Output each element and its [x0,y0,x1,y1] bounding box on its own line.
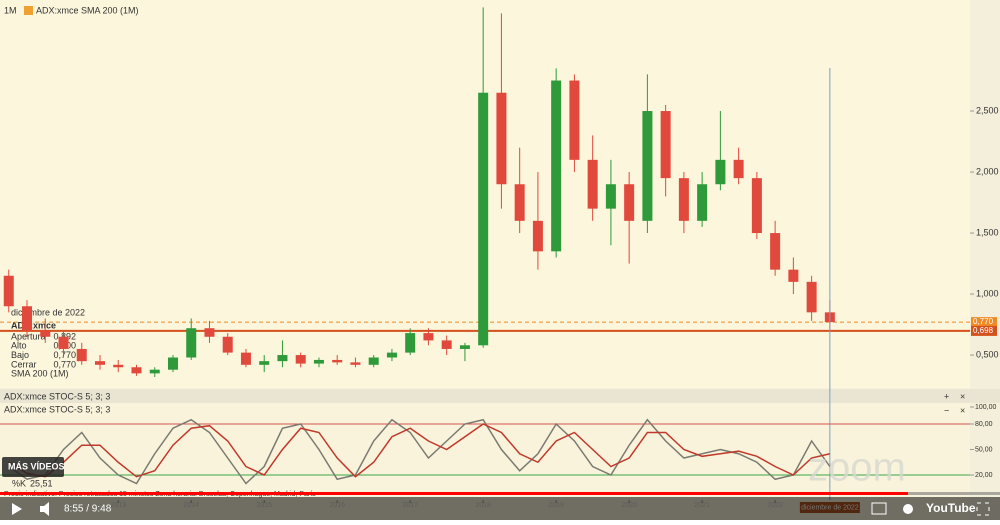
candle-body [569,80,580,160]
candle-body [551,80,562,252]
price-label: 0,698 [973,326,994,335]
settings-button[interactable] [903,504,913,514]
candle-body [22,306,33,331]
tooltip-value: 0,770 [53,350,76,360]
candle-body [751,178,762,234]
candle-body [204,328,215,337]
indicator-title: ADX:xmce STOC-S 5; 3; 3 [4,404,110,414]
candle-body [167,357,178,370]
candle-body [259,361,270,365]
candle-body [642,111,653,221]
candle-body [332,359,343,363]
chart-title: ADX:xmce SMA 200 (1M) [36,5,139,15]
more-videos-button[interactable] [2,457,64,477]
candle-body [222,336,233,353]
candle-body [240,352,251,365]
candle-body [788,269,799,282]
tooltip-label: Alto [11,341,27,351]
fullscreen-button[interactable] [976,502,990,516]
tooltip-label: Bajo [11,350,29,360]
tooltip-date: diciembre de 2022 [11,307,85,317]
candle-body [605,184,616,209]
candle-body [277,355,288,362]
y-tick-label: 2,500 [976,105,999,115]
watermark: zoom [808,446,906,490]
candle-body [770,233,781,270]
candle-body [149,369,160,374]
candle-body [386,352,397,358]
candle-body [368,357,379,365]
candle-body [733,159,744,179]
candle-body [624,184,635,221]
time: 8:55 / 9:48 [64,504,112,515]
candle-body [715,159,726,185]
candle-body [514,184,525,221]
candle-body [76,348,87,362]
y-tick-label: 1,500 [976,227,999,237]
y-tick-label: 2,000 [976,166,999,176]
candle-body [806,281,817,313]
candle-body [478,92,489,346]
add-button[interactable]: + [944,391,949,401]
readout-label: %K [12,478,26,488]
candle-body [313,359,324,364]
price-axis [970,0,1000,520]
candle-body [131,367,142,374]
tooltip-indicator: SMA 200 (1M) [11,368,69,378]
tooltip-symbol: ADX:xmce [11,320,56,330]
tooltip-label: Apertura [11,331,46,341]
symbol-icon [24,6,33,15]
y2-tick-label: 100,00 [975,404,997,411]
price-label-box [971,325,997,336]
candle-body [405,333,416,353]
interval: 1M [4,5,17,15]
subtitles-button[interactable] [871,502,887,515]
candle-body [113,364,124,368]
candle-body [40,330,51,337]
candle-body [423,333,434,341]
y-tick-label: 0,500 [976,349,999,359]
candle-body [186,328,197,358]
candle-body [295,355,306,364]
plot: 0,5001,0001,5002,0002,500201320142015201… [0,7,999,513]
more-videos[interactable]: MÁS VÍDEOS [8,461,65,471]
candle-body [3,275,14,307]
tooltip-value: 0,770 [53,359,76,369]
candle-body [496,92,507,185]
candle-body [660,111,671,179]
y2-tick-label: 50,00 [975,446,993,453]
candle-body [587,159,598,209]
y-tick-label: 1,000 [976,288,999,298]
y2-tick-label: 80,00 [975,421,993,428]
candle-body [441,340,452,349]
minimize-button[interactable]: − [944,405,949,415]
volume-button[interactable] [40,502,49,516]
readout-value: 25,51 [30,478,53,488]
candle-body [94,361,105,365]
candle-body [350,362,361,365]
candle-body [532,220,543,252]
price-label-box [971,317,997,328]
indicator-line [8,423,831,478]
play-button[interactable] [12,503,22,515]
indicator-title: ADX:xmce STOC-S 5; 3; 3 [4,391,110,401]
price-label: 0,770 [973,317,994,326]
tooltip-value: 0,892 [53,331,76,341]
progress-played[interactable] [0,492,908,495]
tooltip-label: Cerrar [11,359,37,369]
close-button[interactable]: × [960,391,965,401]
player-bar [0,497,1000,520]
indicator-header [0,389,1000,403]
candle-body [678,178,689,221]
youtube-logo[interactable]: YouTube [926,501,976,515]
candle-body [697,184,708,221]
close-button[interactable]: × [960,405,965,415]
candle-body [459,345,470,349]
candle-body [58,336,69,349]
indicator-line [8,418,831,485]
y2-tick-label: 20,00 [975,472,993,479]
